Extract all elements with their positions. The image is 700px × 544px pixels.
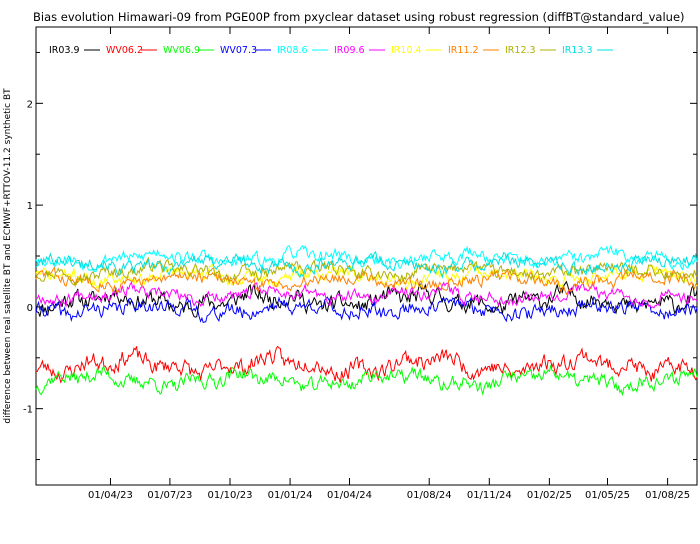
- legend-label: IR03.9: [49, 45, 80, 56]
- series-line: [35, 281, 698, 309]
- x-tick-label: 01/11/24: [467, 490, 512, 501]
- x-tick-label: 01/01/24: [268, 490, 313, 501]
- y-tick-label: 1: [27, 201, 33, 212]
- series-line: [35, 244, 698, 273]
- chart-title: Bias evolution Himawari-09 from PGE00P f…: [33, 10, 685, 24]
- legend-label: WV06.9: [163, 45, 200, 56]
- legend-label: IR13.3: [562, 45, 593, 56]
- series-line: [35, 280, 698, 318]
- y-axis-label: difference between real satellite BT and…: [3, 88, 13, 424]
- y-tick-label: 0: [27, 303, 33, 314]
- x-tick-label: 01/04/24: [327, 490, 372, 501]
- x-axis-ticks: 01/04/23 01/07/23 01/10/23 01/01/24 01/04/24…: [88, 27, 690, 501]
- series-line: [35, 296, 698, 324]
- legend-label: IR11.2: [448, 45, 479, 56]
- legend-label: IR09.6: [334, 45, 365, 56]
- series-line: [35, 364, 698, 396]
- x-tick-label: 01/02/25: [527, 490, 572, 501]
- legend-label: IR08.6: [277, 45, 308, 56]
- x-tick-label: 01/08/24: [407, 490, 452, 501]
- x-tick-label: 01/10/23: [208, 490, 253, 501]
- legend-label: WV07.3: [220, 45, 257, 56]
- series-line: [35, 266, 698, 296]
- y-tick-label: -1: [23, 405, 33, 416]
- series-lines: [35, 244, 698, 396]
- legend-label: IR12.3: [505, 45, 536, 56]
- x-tick-label: 01/07/23: [147, 490, 192, 501]
- x-tick-label: 01/04/23: [88, 490, 133, 501]
- legend-label: IR10.4: [391, 45, 422, 56]
- x-tick-label: 01/05/25: [585, 490, 630, 501]
- legend-label: WV06.2: [106, 45, 143, 56]
- series-line: [35, 256, 698, 286]
- series-line: [35, 250, 698, 279]
- y-tick-label: 2: [27, 99, 33, 110]
- series-line: [35, 345, 698, 384]
- x-tick-label: 01/08/25: [645, 490, 690, 501]
- legend: IR03.9 WV06.2 WV06.9 WV07.3 IR08.6 IR09.6 IR10…: [49, 45, 613, 56]
